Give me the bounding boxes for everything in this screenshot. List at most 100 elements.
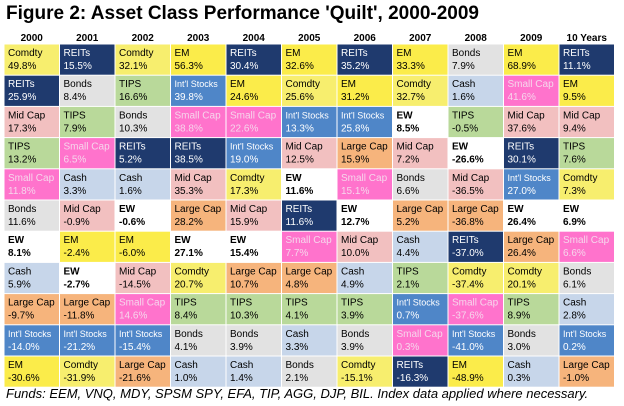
cell-asset: Small Cap (286, 235, 333, 246)
quilt-cell: Small Cap 41.6% (504, 75, 559, 106)
cell-value: 0.3% (508, 373, 531, 384)
cell-value: 14.6% (119, 311, 147, 322)
cell-asset: Small Cap (341, 173, 388, 184)
cell-background (4, 44, 59, 75)
cell-value: 11.6% (8, 217, 36, 228)
cell-asset: Int'l Stocks (230, 142, 274, 152)
cell-value: 0.7% (397, 311, 420, 322)
cell-asset: EW (508, 204, 525, 215)
cell-background (337, 75, 392, 106)
cell-background (171, 44, 226, 75)
cell-value: 39.8% (175, 92, 203, 103)
quilt-cell: Comdty 32.1% (115, 44, 170, 75)
cell-background (282, 138, 337, 169)
cell-value: 10.0% (341, 248, 369, 259)
cell-background (171, 169, 226, 200)
cell-value: -16.3% (397, 373, 429, 384)
cell-background (448, 262, 503, 294)
cell-background (393, 262, 448, 294)
quilt-cell: REITs 15.5% (60, 44, 115, 75)
quilt-cell: Small Cap 11.8% (4, 169, 59, 200)
quilt-cell: Large Cap -36.8% (448, 200, 503, 231)
quilt-cell: Int'l Stocks 39.8% (171, 75, 226, 106)
cell-value: 4.8% (286, 279, 309, 290)
cell-asset: Large Cap (119, 360, 166, 371)
cell-background (504, 75, 559, 106)
cell-asset: Mid Cap (397, 142, 435, 153)
quilt-cell: Cash 1.6% (115, 169, 170, 200)
quilt-cell: Small Cap 6.6% (559, 231, 614, 262)
quilt-cell: EW 11.6% (282, 169, 337, 200)
cell-value: 7.3% (563, 186, 586, 197)
cell-value: 4.1% (286, 311, 309, 322)
cell-value: 3.9% (341, 342, 364, 353)
cell-value: -21.6% (119, 373, 151, 384)
cell-background (393, 44, 448, 75)
cell-asset: Cash (64, 173, 87, 184)
quilt-cell: Mid Cap 17.3% (4, 106, 59, 138)
quilt-cell: Cash 3.3% (60, 169, 115, 200)
cell-value: -36.8% (452, 217, 484, 228)
cell-background (337, 231, 392, 262)
quilt-cell: EW -26.6% (448, 138, 503, 169)
quilt-cell: Comdty 49.8% (4, 44, 59, 75)
cell-background (4, 169, 59, 200)
quilt-cell: EM -2.4% (60, 231, 115, 262)
quilt-cell: EW 26.4% (504, 200, 559, 231)
cell-background (115, 106, 170, 138)
cell-value: 2.1% (286, 373, 309, 384)
quilt-cell: Int'l Stocks 0.2% (559, 325, 614, 356)
cell-value: 32.6% (286, 61, 314, 72)
cell-background (115, 294, 170, 325)
cell-asset: REITs (230, 48, 257, 59)
cell-value: -30.6% (8, 373, 40, 384)
cell-background (282, 356, 337, 387)
cell-asset: EM (175, 48, 190, 59)
cell-asset: Cash (286, 329, 309, 340)
quilt-cell: EW 12.7% (337, 200, 392, 231)
cell-asset: REITs (119, 142, 146, 153)
cell-background (226, 44, 281, 75)
cell-background (448, 325, 503, 356)
cell-asset: Small Cap (397, 329, 444, 340)
cell-background (171, 294, 226, 325)
cell-value: 37.6% (508, 123, 536, 134)
quilt-cell: EW 27.1% (171, 231, 226, 262)
quilt-cell: Cash 1.4% (226, 356, 281, 387)
cell-value: 13.3% (286, 123, 314, 134)
cell-asset: Bonds (230, 329, 258, 340)
cell-asset: EM (508, 48, 523, 59)
cell-value: 2.1% (397, 279, 420, 290)
cell-background (393, 106, 448, 138)
quilt-cell: Int'l Stocks -21.2% (60, 325, 115, 356)
cell-asset: Small Cap (64, 142, 111, 153)
cell-background (559, 169, 614, 200)
cell-asset: Comdty (286, 79, 320, 90)
cell-value: 8.4% (64, 92, 87, 103)
quilt-cell: TIPS 2.1% (393, 262, 448, 294)
quilt-cell: Large Cap -11.8% (60, 294, 115, 325)
cell-value: 41.6% (508, 92, 536, 103)
cell-background (504, 325, 559, 356)
cell-value: 3.3% (64, 186, 87, 197)
quilt-cell: Cash 2.8% (559, 294, 614, 325)
cell-value: -21.2% (64, 342, 96, 353)
quilt-cell: REITs -16.3% (393, 356, 448, 387)
cell-asset: TIPS (175, 298, 198, 309)
quilt-cell: Int'l Stocks 0.7% (393, 294, 448, 325)
quilt-cell: Comdty 17.3% (226, 169, 281, 200)
cell-background (60, 325, 115, 356)
quilt-cell: Mid Cap 7.2% (393, 138, 448, 169)
cell-asset: EM (64, 235, 79, 246)
cell-background (559, 262, 614, 294)
cell-asset: Bonds (8, 204, 36, 215)
cell-asset: TIPS (397, 266, 420, 277)
cell-background (393, 231, 448, 262)
cell-asset: EM (563, 79, 578, 90)
cell-value: 15.4% (230, 248, 258, 259)
cell-value: 8.9% (508, 311, 531, 322)
cell-asset: Comdty (508, 266, 542, 277)
cell-value: 27.0% (508, 186, 536, 197)
cell-asset: Mid Cap (508, 110, 546, 121)
cell-value: 24.6% (230, 92, 258, 103)
